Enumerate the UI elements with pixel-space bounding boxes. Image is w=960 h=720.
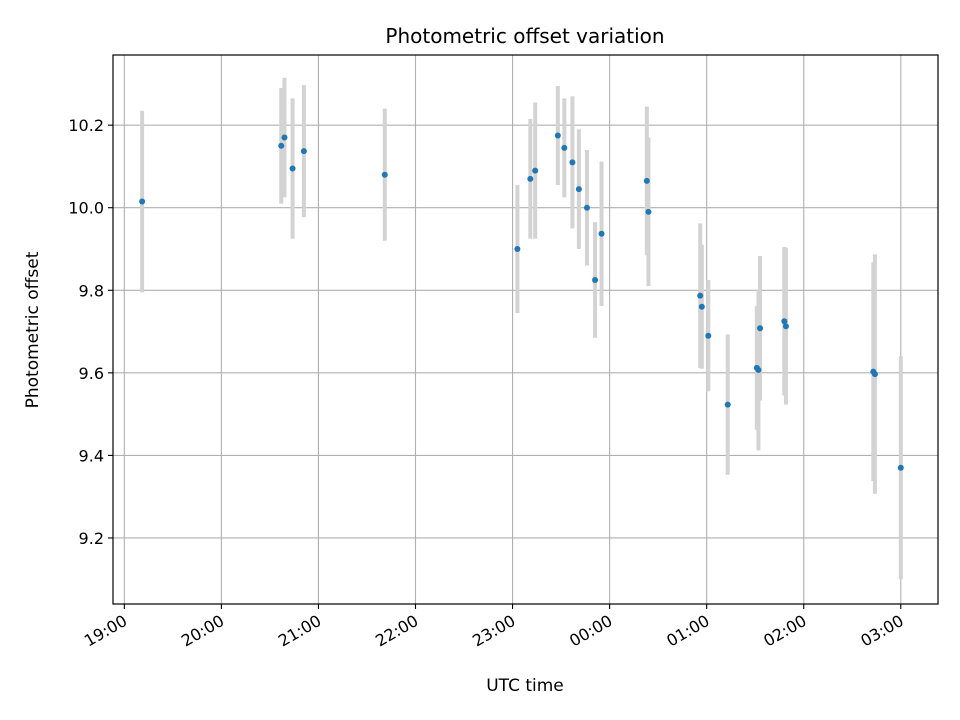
x-tick-label: 23:00 [469, 611, 518, 651]
x-axis-ticks: 19:00 20:00 21:00 22:00 23:00 00:00 01:00 02:00… [81, 604, 907, 651]
data-point [645, 208, 652, 215]
y-axis-label: Photometric offset [23, 251, 43, 408]
data-point [300, 148, 307, 155]
data-point [381, 171, 388, 178]
data-point [532, 167, 539, 174]
y-tick-label: 9.2 [79, 529, 104, 548]
x-tick-label: 00:00 [566, 611, 615, 651]
x-tick-label: 22:00 [372, 611, 421, 651]
data-point [583, 204, 590, 211]
data-point [281, 134, 288, 141]
x-axis-label: UTC time [486, 676, 564, 696]
data-point [139, 198, 146, 205]
data-point [561, 144, 568, 151]
data-point [598, 230, 605, 237]
y-tick-label: 10.2 [68, 116, 104, 135]
x-tick-label: 01:00 [663, 611, 712, 651]
data-point [871, 371, 878, 378]
x-tick-label: 02:00 [760, 611, 809, 651]
x-tick-label: 03:00 [857, 611, 906, 651]
data-point [289, 165, 296, 172]
data-point [569, 159, 576, 166]
x-tick-label: 21:00 [275, 611, 324, 651]
data-point [705, 332, 712, 339]
data-point [592, 276, 599, 283]
data-points [139, 132, 904, 471]
x-tick-label: 20:00 [178, 611, 227, 651]
y-axis-ticks: 9.2 9.4 9.6 9.8 10.0 10.2 [68, 116, 113, 548]
data-point [643, 177, 650, 184]
data-point [755, 366, 762, 373]
x-tick-label: 19:00 [81, 611, 130, 651]
data-point [527, 175, 534, 182]
y-tick-label: 10.0 [68, 199, 104, 218]
data-point [575, 186, 582, 193]
data-point [514, 246, 521, 253]
data-point [757, 325, 764, 332]
data-point [697, 292, 704, 299]
data-point [554, 132, 561, 139]
grid [113, 55, 938, 604]
data-point [278, 142, 285, 149]
data-point [782, 323, 789, 330]
data-point [724, 401, 731, 408]
y-tick-label: 9.8 [79, 281, 104, 300]
data-point [897, 464, 904, 471]
data-point [781, 318, 788, 325]
data-point [698, 303, 705, 310]
y-tick-label: 9.4 [79, 446, 104, 465]
chart-title: Photometric offset variation [385, 24, 664, 48]
plot-frame [112, 54, 939, 605]
y-tick-label: 9.6 [79, 364, 104, 383]
